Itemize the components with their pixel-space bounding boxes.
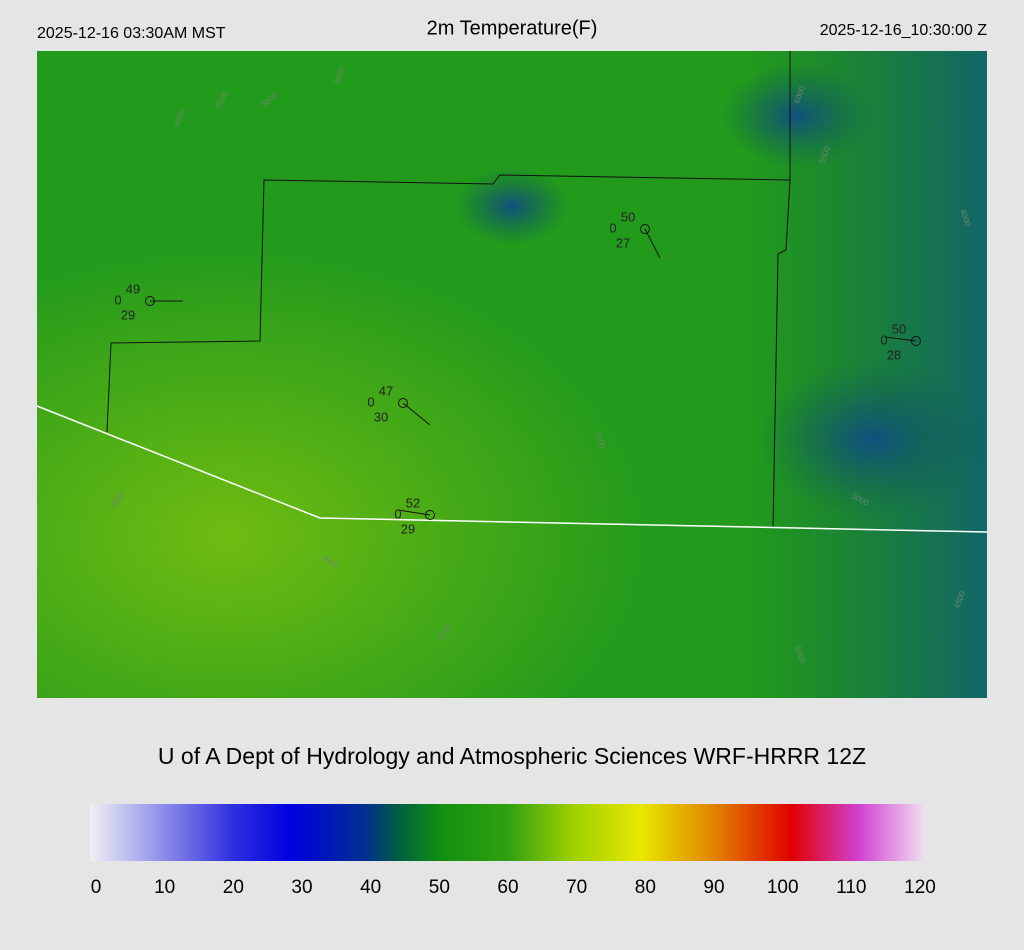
colorbar-tick-label: 40 (360, 877, 381, 898)
wind: 0 (367, 394, 374, 409)
state-line (36, 405, 988, 533)
border (772, 179, 791, 529)
credit: U of A Dept of Hydrology and Atmospheric… (158, 743, 866, 769)
cold-area (37, 51, 987, 698)
colorbar-tick-label: 10 (154, 877, 175, 898)
temperature: 50 (892, 321, 906, 336)
temperature: 50 (621, 209, 635, 224)
colorbar-tick-label: 110 (836, 877, 866, 898)
colorbar-tick-label: 20 (223, 877, 244, 898)
colorbar-ticks: 0 10 20 30 40 50 60 70 80 90 100 110 120 (91, 877, 936, 898)
dewpoint: 29 (401, 521, 415, 536)
colorbar-tick-label: 60 (497, 877, 518, 898)
wind-barb (402, 402, 431, 426)
colorbar-tick-label: 120 (904, 877, 936, 898)
dewpoint: 30 (374, 409, 388, 424)
station (425, 510, 435, 520)
temperature: 47 (379, 383, 393, 398)
title: 2m Temperature(F) (427, 17, 598, 39)
wind: 0 (609, 220, 616, 235)
dewpoint: 27 (616, 235, 630, 250)
station (145, 296, 155, 306)
wind-barb (397, 509, 431, 516)
dewpoint: 28 (887, 347, 901, 362)
wind: 0 (114, 292, 121, 307)
wind: 0 (880, 332, 887, 347)
wind-barb (644, 228, 661, 259)
colorbar-tick-label: 30 (291, 877, 312, 898)
colorbar-tick-label: 70 (566, 877, 587, 898)
colorbar-tick-label: 80 (635, 877, 656, 898)
wind-barb (884, 336, 917, 342)
temperature: 52 (406, 495, 420, 510)
colorbar-tick-label: 90 (703, 877, 724, 898)
local-time: 2025-12-16 03:30AM MST (37, 25, 226, 42)
station (398, 398, 408, 408)
colorbar (90, 804, 925, 861)
dewpoint: 29 (121, 307, 135, 322)
colorbar-tick-label: 100 (767, 877, 799, 898)
colorbar-tick-label: 50 (429, 877, 450, 898)
colorbar-tick-label: 0 (91, 877, 102, 898)
wind: 0 (394, 506, 401, 521)
valid-time: 2025-12-16_10:30:00 Z (820, 22, 987, 39)
station (640, 224, 650, 234)
border (106, 51, 791, 433)
temperature: 49 (126, 281, 140, 296)
station (911, 336, 921, 346)
